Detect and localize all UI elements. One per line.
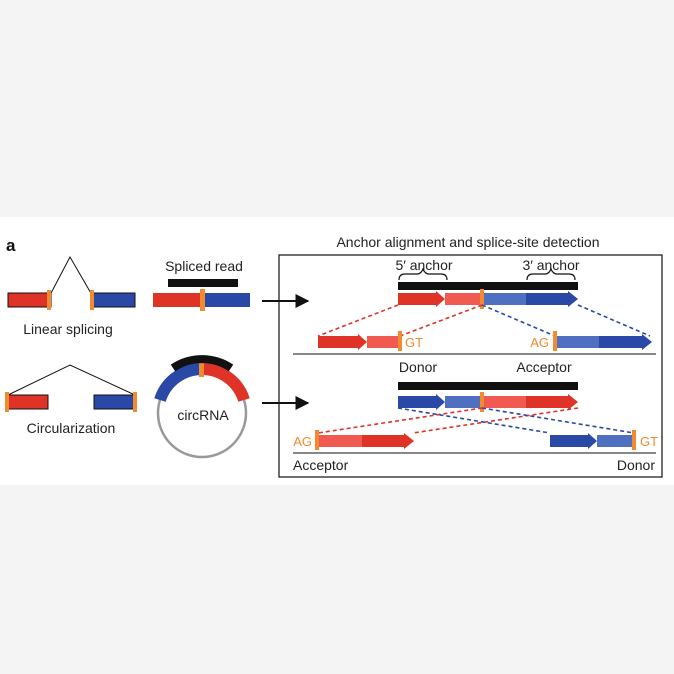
exon-red <box>153 293 203 307</box>
splice-site-marker <box>553 331 557 351</box>
arrow-head <box>588 433 597 449</box>
backsplice-junction-marker <box>199 361 204 377</box>
gt-motif-label: GT <box>405 335 423 350</box>
genome-segment <box>362 435 404 447</box>
anchor-segment <box>526 293 568 305</box>
arrow-head <box>358 334 367 350</box>
read-bar-circ <box>398 382 578 390</box>
junction-marker <box>200 289 205 311</box>
exon-red <box>7 394 49 410</box>
circrna-schematic <box>154 355 250 459</box>
genome-alignment-donor-bottom <box>550 430 636 450</box>
anchor-segment <box>445 396 482 408</box>
donor-label-top: Donor <box>399 359 437 375</box>
intron-line <box>7 364 136 396</box>
circrna-blue-exon <box>154 363 203 403</box>
arrow-head <box>568 394 578 410</box>
splice-site-marker <box>632 430 636 450</box>
mapping-line <box>397 407 551 434</box>
exon-blue <box>91 292 136 308</box>
arrow-head <box>436 291 445 307</box>
mapping-line <box>481 407 635 434</box>
exon-blue <box>93 394 135 410</box>
circularization-label: Circularization <box>27 420 116 436</box>
anchor-segment <box>482 396 526 408</box>
spliced-read-label: Spliced read <box>165 258 243 274</box>
panel-label: a <box>6 236 16 255</box>
genome-alignment-acceptor-bottom <box>315 430 414 450</box>
anchor-3prime-label: 3′ anchor <box>522 257 579 273</box>
circrna-red-exon <box>201 363 250 403</box>
mapping-line <box>317 304 399 337</box>
circ-read-anchors <box>398 392 578 412</box>
splice-site-marker <box>398 331 402 351</box>
detection-box <box>278 254 663 478</box>
linear-read-anchors <box>398 289 578 309</box>
genome-segment <box>550 435 588 447</box>
linear-splicing-schematic <box>7 255 136 310</box>
arrow-head <box>642 334 652 350</box>
splice-site-marker <box>315 430 319 450</box>
exon-blue <box>203 293 250 307</box>
anchor-5prime-label: 5′ anchor <box>395 257 452 273</box>
genome-alignment-donor <box>318 331 402 351</box>
anchor-segment <box>445 293 482 305</box>
splicing-diagram: a Linear splicing Spliced read Circulari… <box>5 234 663 478</box>
anchor-5prime-brace <box>398 267 448 281</box>
anchor-segment <box>398 396 436 408</box>
genome-segment <box>597 435 634 447</box>
donor-label-bottom: Donor <box>617 457 655 473</box>
splice-site-marker <box>47 290 51 310</box>
genome-segment <box>555 336 599 348</box>
genome-segment <box>318 336 358 348</box>
figure-panel: a Linear splicing Spliced read Circulari… <box>0 217 674 485</box>
anchor-3prime-brace <box>526 267 576 281</box>
backsplice-read-bar <box>170 355 234 372</box>
exon-red <box>7 292 52 308</box>
genome-segment <box>599 336 642 348</box>
linear-splicing-label: Linear splicing <box>23 321 113 337</box>
anchor-segment <box>526 396 568 408</box>
mapping-line <box>317 407 483 434</box>
splice-site-marker <box>90 290 94 310</box>
anchor-segment <box>398 293 436 305</box>
read-bar-linear <box>398 282 578 290</box>
circrna-label: circRNA <box>177 407 229 423</box>
genome-segment <box>367 336 400 348</box>
intron-line <box>49 255 93 296</box>
ag-motif-label-bottom: AG <box>293 434 312 449</box>
acceptor-label-top: Acceptor <box>516 359 572 375</box>
mapping-line <box>399 304 483 337</box>
circularization-schematic <box>5 364 137 412</box>
arrow-head <box>404 433 414 449</box>
mapping-line <box>577 304 651 337</box>
spliced-read-bar <box>168 279 238 287</box>
splice-site-marker <box>133 392 137 412</box>
arrow-head <box>568 291 578 307</box>
genome-alignment-acceptor <box>553 331 652 351</box>
junction-marker <box>480 289 484 309</box>
junction-marker <box>480 392 484 412</box>
ag-motif-label: AG <box>530 335 549 350</box>
detection-title: Anchor alignment and splice-site detecti… <box>336 234 599 250</box>
splice-site-marker <box>5 392 9 412</box>
anchor-segment <box>482 293 526 305</box>
arrow-head <box>436 394 445 410</box>
mapping-line <box>481 304 556 337</box>
acceptor-label-bottom: Acceptor <box>293 457 349 473</box>
spliced-transcript <box>153 289 250 311</box>
gt-motif-label-bottom: GT <box>640 434 658 449</box>
genome-segment <box>318 435 362 447</box>
